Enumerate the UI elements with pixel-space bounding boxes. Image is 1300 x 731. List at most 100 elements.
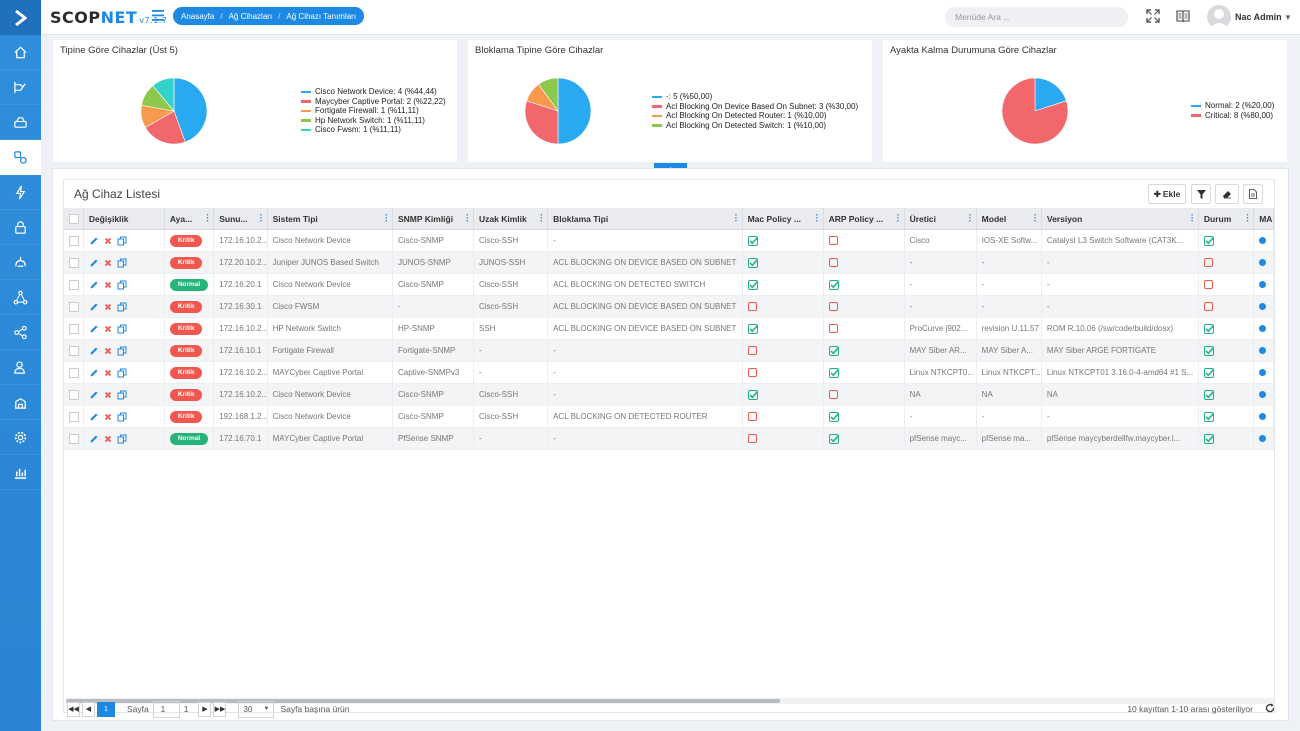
column-menu-icon[interactable]: · · · [385, 210, 388, 226]
column-menu-icon[interactable]: · · · [896, 210, 900, 226]
page-button-current[interactable]: 1 [97, 701, 115, 717]
column-header[interactable]: Değişiklik [84, 208, 165, 229]
copy-icon[interactable] [117, 324, 127, 334]
horizontal-scrollbar[interactable] [66, 698, 1274, 704]
column-header[interactable]: Sunu... · · · [214, 208, 268, 229]
table-row[interactable]: Kritik 172.16.30.1 Cisco FWSM - Cisco-SSH ACL… [64, 296, 1275, 318]
row-select-cell[interactable] [64, 362, 84, 383]
export-button[interactable] [1243, 184, 1263, 204]
avatar[interactable] [1207, 5, 1231, 29]
copy-icon[interactable] [117, 434, 127, 444]
legend-item[interactable]: Normal: 2 (%20,00) [1191, 101, 1274, 111]
scrollbar-thumb[interactable] [66, 699, 780, 703]
pie-slice[interactable] [1034, 77, 1067, 112]
legend-item[interactable]: Cisco Fwsm: 1 (%11,11) [301, 125, 446, 135]
delete-icon[interactable] [103, 390, 113, 400]
pie-slice[interactable] [152, 77, 175, 112]
table-row[interactable]: Kritik 172.16.10.1 Fortigate Firewall Forti… [64, 340, 1275, 362]
row-checkbox[interactable] [69, 323, 79, 334]
pie-slice[interactable] [538, 77, 559, 112]
sidebar-item-flash[interactable] [0, 175, 41, 210]
copy-icon[interactable] [117, 390, 127, 400]
book-icon[interactable] [1176, 9, 1190, 23]
row-select-cell[interactable] [64, 428, 84, 449]
edit-icon[interactable] [89, 236, 99, 246]
column-header[interactable]: Bloklama Tipi · · · [548, 208, 743, 229]
column-header[interactable]: ARP Policy ... · · · [824, 208, 905, 229]
pie-slice[interactable] [173, 77, 208, 143]
select-all-header[interactable] [64, 208, 84, 229]
copy-icon[interactable] [117, 280, 127, 290]
column-header[interactable]: Durum · · · [1199, 208, 1255, 229]
sidebar-item-network-devices[interactable] [0, 105, 41, 140]
delete-icon[interactable] [103, 368, 113, 378]
row-checkbox[interactable] [69, 279, 79, 290]
delete-icon[interactable] [103, 302, 113, 312]
sidebar-item-share[interactable] [0, 315, 41, 350]
delete-icon[interactable] [103, 280, 113, 290]
column-menu-icon[interactable]: · · · [968, 210, 972, 226]
pie-slice[interactable] [145, 110, 186, 145]
refresh-icon[interactable] [1265, 703, 1275, 715]
row-checkbox[interactable] [69, 301, 79, 312]
sidebar-item-users[interactable] [0, 350, 41, 385]
sidebar-item-lock[interactable] [0, 210, 41, 245]
column-header[interactable]: Model · · · [977, 208, 1042, 229]
table-row[interactable]: Normal 172.16.70.1 MAYCyber Captive Portal… [64, 428, 1275, 450]
info-icon[interactable] [1259, 237, 1267, 244]
fullscreen-icon[interactable] [1146, 9, 1160, 23]
table-row[interactable]: Kritik 172.16.10.2... Cisco Network Device… [64, 384, 1275, 406]
legend-item[interactable]: Acl Blocking On Detected Router: 1 (%10,… [652, 111, 858, 121]
sidebar-item-policy[interactable] [0, 245, 41, 280]
column-header[interactable]: SNMP Kimliği · · · [393, 208, 474, 229]
sidebar-item-topology[interactable] [0, 280, 41, 315]
edit-icon[interactable] [89, 258, 99, 268]
column-menu-icon[interactable]: · · · [1246, 210, 1250, 226]
table-row[interactable]: Normal 172.16.20.1 Cisco Network Device Cis… [64, 274, 1275, 296]
filter-button[interactable] [1191, 184, 1211, 204]
sidebar-logo[interactable] [0, 0, 41, 35]
sidebar-item-devices[interactable] [0, 140, 41, 175]
legend-item[interactable]: Hp Network Switch: 1 (%11,11) [301, 116, 446, 126]
row-select-cell[interactable] [64, 252, 84, 273]
table-row[interactable]: Kritik 192.168.1.2... Cisco Network Device… [64, 406, 1275, 428]
column-header[interactable]: Sistem Tipi · · · [268, 208, 393, 229]
delete-icon[interactable] [103, 236, 113, 246]
pie-slice[interactable] [524, 100, 559, 145]
row-select-cell[interactable] [64, 384, 84, 405]
delete-icon[interactable] [103, 258, 113, 268]
column-header[interactable]: Üretici · · · [905, 208, 977, 229]
row-select-cell[interactable] [64, 406, 84, 427]
pie-slice[interactable] [557, 77, 592, 145]
info-icon[interactable] [1259, 347, 1267, 354]
column-header[interactable]: Uzak Kimlik · · · [474, 208, 549, 229]
edit-icon[interactable] [89, 390, 99, 400]
breadcrumb-network-devices[interactable]: Ağ Cihazları [228, 11, 273, 21]
page-input[interactable]: 1 [152, 700, 180, 718]
page-size-select[interactable]: 30 ▼ [238, 700, 275, 718]
row-checkbox[interactable] [69, 367, 79, 378]
table-row[interactable]: Kritik 172.20.10.2... Juniper JUNOS Based … [64, 252, 1275, 274]
brand-logo[interactable]: SCOPNETv7.1.7 [50, 8, 167, 27]
column-menu-icon[interactable]: · · · [206, 210, 210, 226]
menu-search-input[interactable]: Menüde Ara ... [945, 7, 1128, 27]
next-page-button[interactable]: ▶ [198, 701, 212, 717]
prev-page-button[interactable]: ◀ [82, 701, 95, 717]
edit-icon[interactable] [89, 324, 99, 334]
delete-icon[interactable] [103, 412, 113, 422]
column-menu-icon[interactable]: · · · [466, 210, 469, 226]
row-checkbox[interactable] [69, 235, 79, 246]
row-select-cell[interactable] [64, 318, 84, 339]
column-header[interactable]: Mac Policy ... · · · [743, 208, 824, 229]
row-checkbox[interactable] [69, 345, 79, 356]
info-icon[interactable] [1259, 413, 1267, 420]
column-menu-icon[interactable]: · · · [1033, 210, 1037, 226]
table-row[interactable]: Kritik 172.16.10.2... HP Network Switch HP-… [64, 318, 1275, 340]
row-select-cell[interactable] [64, 296, 84, 317]
column-menu-icon[interactable]: · · · [1190, 210, 1194, 226]
edit-icon[interactable] [89, 280, 99, 290]
copy-icon[interactable] [117, 258, 127, 268]
breadcrumb-home[interactable]: Anasayfa [181, 11, 215, 21]
copy-icon[interactable] [117, 412, 127, 422]
legend-item[interactable]: Cisco Network Device: 4 (%44,44) [301, 87, 446, 97]
